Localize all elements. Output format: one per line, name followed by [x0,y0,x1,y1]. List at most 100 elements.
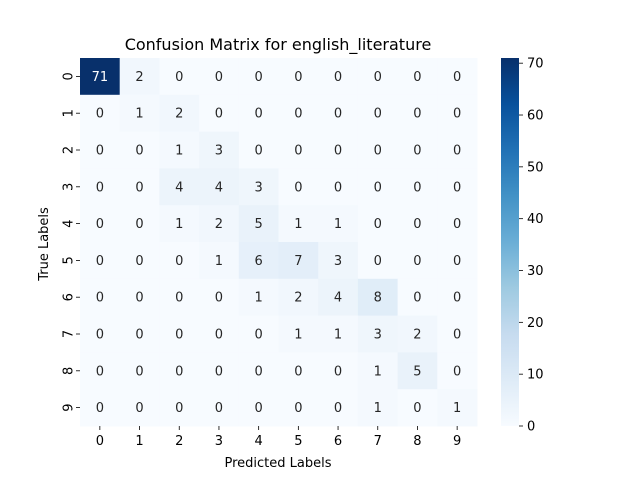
cell-value-label: 1 [374,364,382,379]
cell-value-label: 1 [294,328,302,343]
heatmap-cell [397,58,438,96]
cell-value-label: 0 [96,217,104,232]
cell-value-label: 0 [453,291,461,306]
cell-value-label: 0 [294,70,302,85]
colorbar-tick-label: 70 [527,57,544,72]
cell-value-label: 0 [135,364,143,379]
y-axis-ticks: 0 1 2 3 4 5 6 7 8 9 [62,72,80,412]
cell-value-label: 0 [413,70,421,85]
heatmap-cell [437,352,478,390]
cell-value-label: 0 [96,180,104,195]
cell-value-label: 0 [96,254,104,269]
cell-value-label: 71 [92,70,109,85]
cell-value-label: 2 [175,107,183,122]
cell-value-label: 0 [96,364,104,379]
heatmap-cell [318,278,359,317]
heatmap-cell [278,205,319,243]
cell-value-label: 4 [215,180,223,195]
heatmap-cell [357,242,399,280]
heatmap-cell [199,352,240,390]
heatmap-cell [437,278,478,317]
heatmap-cell [278,278,319,317]
cell-value-label: 1 [334,328,342,343]
heatmap-cell [199,168,240,206]
cell-value-label: 0 [334,364,342,379]
x-tick-label: 8 [413,434,421,449]
cell-value-label: 0 [175,401,183,416]
heatmap-cell [437,94,478,133]
heatmap-cell [357,131,399,169]
y-tick-label: 5 [62,256,77,264]
heatmap-cell [159,131,200,169]
x-tick-label: 2 [175,434,183,449]
heatmap-cell [278,94,319,133]
heatmap-cell [357,352,399,390]
x-axis-ticks: 0 1 2 3 4 5 6 7 8 9 [96,426,461,449]
heatmap-cell [437,242,478,280]
heatmap-cell [159,205,200,243]
heatmap-cell [159,242,200,280]
cell-value-label: 0 [96,144,104,159]
heatmap-cell [238,205,279,243]
cell-value-label: 0 [135,328,143,343]
cell-value-label: 2 [215,217,223,232]
cell-value-label: 1 [334,217,342,232]
x-tick-label: 1 [135,434,143,449]
cell-value-label: 0 [413,180,421,195]
heatmap-cell [397,205,438,243]
heatmap-cell [119,278,160,317]
heatmap-cell [437,168,478,206]
y-tick-label: 2 [62,146,77,154]
heatmap-cell [318,131,359,169]
heatmap-cell [80,168,121,206]
heatmap-cell [80,242,121,280]
heatmap-cell [80,352,121,390]
heatmap-cell [278,315,319,353]
heatmap-cell [437,131,478,169]
cell-value-label: 0 [215,401,223,416]
cell-value-label: 0 [453,180,461,195]
heatmap-cell [238,94,279,133]
heatmap-cell [437,389,478,427]
y-tick-label: 3 [62,183,77,191]
cell-value-label: 0 [294,144,302,159]
heatmap-cell [357,205,399,243]
cell-value-label: 0 [453,107,461,122]
heatmap-cell [159,58,200,96]
cell-value-label: 0 [413,107,421,122]
cell-value-label: 0 [96,291,104,306]
colorbar-tick-label: 30 [527,264,544,279]
heatmap-cell [199,94,240,133]
heatmap-cell [357,315,399,353]
colorbar-gradient [501,58,519,426]
cell-value-label: 0 [334,107,342,122]
cell-value-label: 1 [374,401,382,416]
cell-value-label: 0 [334,70,342,85]
cell-value-label: 0 [294,107,302,122]
heatmap-cell [318,352,359,390]
colorbar: 0 10 20 30 40 50 60 70 [501,57,544,435]
heatmap-cell [80,389,121,427]
cell-value-label: 2 [294,291,302,306]
cell-value-label: 0 [175,291,183,306]
heatmap-cell [199,205,240,243]
cell-value-label: 0 [453,144,461,159]
heatmap-cell [397,315,438,353]
cell-value-label: 0 [255,70,263,85]
heatmap-cell [397,352,438,390]
cell-value-label: 0 [334,180,342,195]
cell-value-label: 3 [374,328,382,343]
cell-value-label: 0 [453,217,461,232]
heatmap-cell [159,389,200,427]
heatmap-cell [80,131,121,169]
heatmap-cell [278,168,319,206]
heatmap-cell [357,94,399,133]
cell-value-label: 2 [413,328,421,343]
heatmap-cell [318,168,359,206]
cell-value-label: 0 [374,107,382,122]
cell-value-label: 0 [215,328,223,343]
heatmap-cell [397,168,438,206]
heatmap-cell [80,205,121,243]
cell-value-label: 0 [255,364,263,379]
cell-value-label: 1 [175,217,183,232]
